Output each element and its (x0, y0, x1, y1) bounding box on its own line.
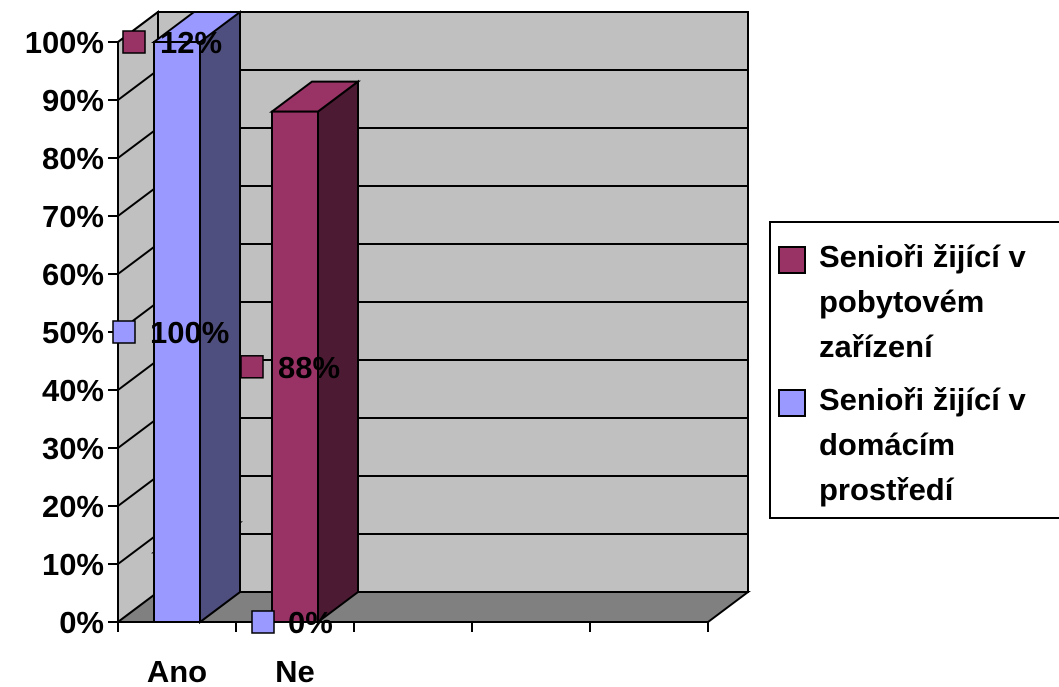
legend-swatch (778, 246, 806, 274)
legend-label: zařízení (819, 329, 934, 364)
data-label-key (112, 320, 136, 344)
y-tick-label: 50% (42, 315, 104, 350)
legend-box (769, 221, 1059, 519)
data-label: 0% (288, 605, 333, 640)
y-tick-label: 30% (42, 431, 104, 466)
data-label-key (240, 355, 264, 379)
y-tick-label: 70% (42, 199, 104, 234)
bar-ne-s1 (271, 110, 319, 623)
legend: Senioři žijící v pobytovém zařízení Senioři… (769, 221, 1059, 519)
y-tick-label: 100% (25, 25, 104, 60)
y-tick-label: 0% (59, 605, 104, 640)
category-label: Ano (147, 654, 207, 687)
legend-label: prostředí (819, 472, 955, 507)
axes: 0% 10% 20% 30% 40% 50% 60% 70% 80% 90% 100% (25, 25, 709, 640)
y-tick-label: 40% (42, 373, 104, 408)
category-label: Ne (275, 654, 315, 687)
data-label: 88% (278, 350, 340, 385)
y-tick-label: 20% (42, 489, 104, 524)
labels: Ano Ne 100% 12% 0% 88% (112, 25, 340, 687)
y-tick-label: 90% (42, 83, 104, 118)
y-tick-label: 10% (42, 547, 104, 582)
data-label: 100% (150, 315, 229, 350)
legend-label: Senioři žijící v (819, 239, 1026, 274)
data-label-key (122, 30, 146, 54)
y-tick-label: 80% (42, 141, 104, 176)
data-label-key (251, 610, 275, 634)
legend-label: pobytovém (819, 284, 984, 319)
legend-label: domácím (819, 427, 955, 462)
data-label: 12% (160, 25, 222, 60)
y-tick-label: 60% (42, 257, 104, 292)
bars (151, 10, 361, 624)
legend-label: Senioři žijící v (819, 382, 1026, 417)
legend-swatch (778, 389, 806, 417)
bar-ano-s0 (153, 41, 201, 623)
